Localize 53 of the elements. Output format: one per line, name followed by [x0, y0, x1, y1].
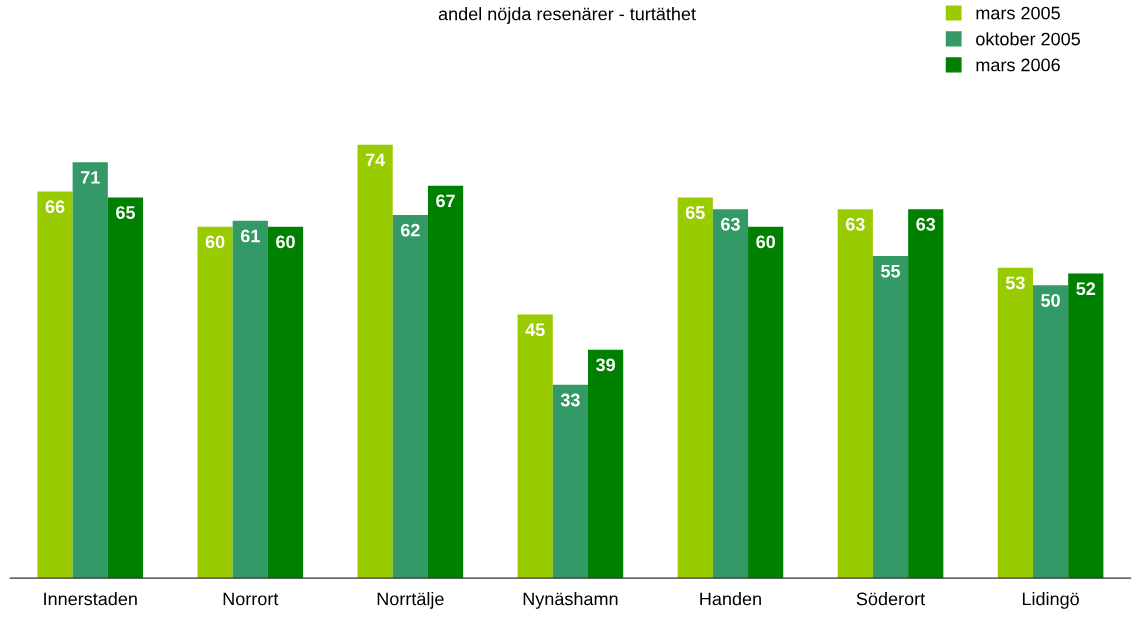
bar — [588, 349, 624, 579]
x-tick-label: Innerstaden — [44, 592, 137, 606]
bar — [712, 209, 749, 579]
data-label: 63 — [721, 217, 740, 231]
x-tick-label: Nynäshamn — [523, 592, 618, 609]
bar — [267, 226, 304, 579]
bar — [748, 226, 784, 579]
bar — [908, 209, 944, 579]
data-label: 65 — [685, 206, 705, 219]
data-label: 66 — [45, 200, 65, 214]
data-label: 63 — [916, 217, 936, 231]
bar — [37, 191, 73, 579]
bar — [997, 267, 1033, 579]
data-label: 61 — [240, 229, 260, 243]
bar — [677, 197, 713, 579]
bar — [232, 220, 268, 579]
data-label: 60 — [756, 235, 775, 249]
bar — [72, 162, 108, 579]
data-label: 71 — [80, 171, 100, 184]
data-label: 55 — [881, 264, 901, 278]
data-label: 65 — [116, 206, 135, 219]
data-label: 63 — [845, 217, 865, 231]
data-label: 60 — [276, 235, 295, 249]
data-label: 39 — [595, 358, 615, 372]
bar — [392, 215, 428, 579]
data-label: 67 — [436, 194, 455, 208]
bar — [427, 185, 464, 579]
data-label: 74 — [365, 153, 386, 167]
x-tick-label: Söderort — [856, 592, 926, 606]
bar — [517, 314, 553, 579]
chart-title: andel nöjda resenärer - turtäthet — [438, 7, 696, 24]
legend-label: oktober 2005 — [976, 32, 1080, 46]
legend-label: mars 2006 — [976, 58, 1060, 72]
bar — [1032, 285, 1069, 579]
x-tick-label: Lidingö — [1022, 592, 1079, 609]
bar — [197, 226, 233, 579]
legend-label: mars 2005 — [976, 6, 1060, 20]
bar — [357, 144, 393, 579]
bar — [107, 197, 144, 579]
bar — [552, 384, 589, 579]
bar — [837, 209, 873, 579]
x-tick-label: Handen — [700, 592, 761, 606]
x-tick-label: Norrort — [223, 592, 279, 606]
bar — [872, 256, 909, 579]
data-label: 53 — [1005, 276, 1025, 290]
data-label: 52 — [1076, 282, 1096, 296]
data-label: 50 — [1041, 294, 1060, 307]
data-label: 33 — [560, 393, 580, 407]
data-label: 45 — [525, 323, 545, 337]
data-label: 60 — [205, 235, 225, 249]
data-label: 62 — [400, 223, 420, 237]
bar — [1068, 273, 1104, 579]
x-tick-label: Norrtälje — [377, 592, 444, 609]
